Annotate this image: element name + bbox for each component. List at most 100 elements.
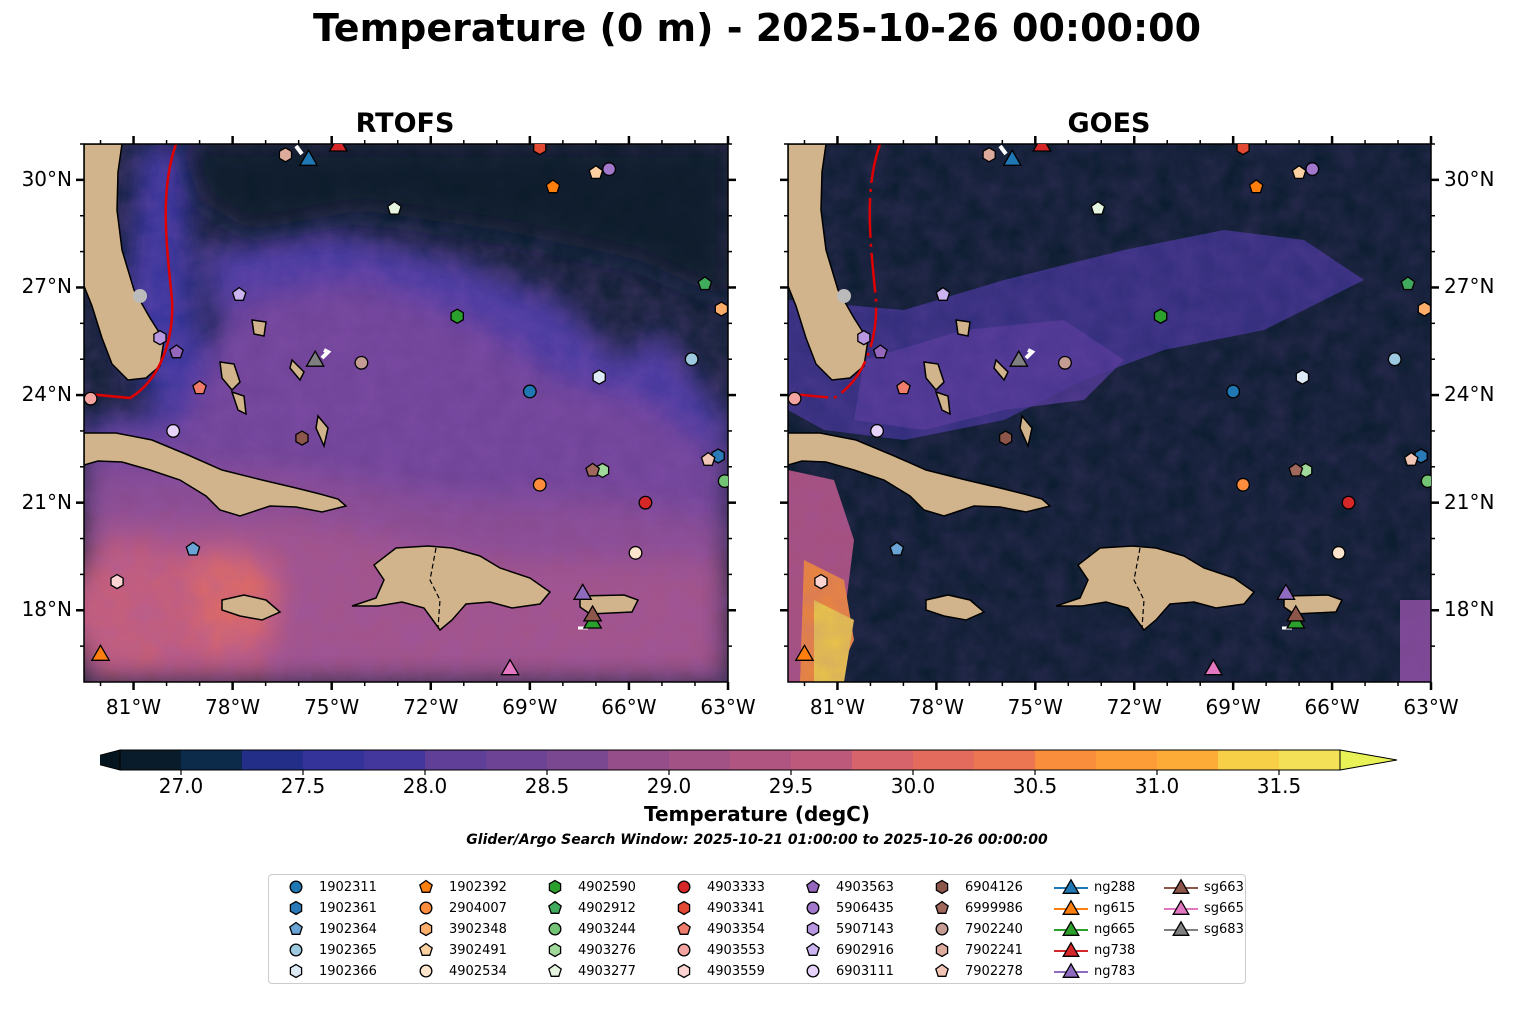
tick-label: 21°N [1444, 489, 1495, 514]
legend-label: 6902916 [836, 942, 894, 958]
legend-swatch [935, 963, 949, 977]
legend-marker [935, 879, 949, 895]
legend-marker [548, 922, 562, 936]
colorbar-tick-label: 27.0 [158, 774, 204, 798]
legend-item-sg665: sg665 [1164, 898, 1244, 918]
marker-4903559 [814, 573, 828, 590]
red-contour-rtofs [87, 144, 178, 400]
marker-1902392 [1248, 179, 1264, 194]
marker-ng288 [1002, 148, 1023, 166]
legend-marker [548, 942, 562, 958]
legend-label: 4903277 [578, 963, 636, 979]
red-contour-goes [791, 144, 882, 400]
legend-item-4903553: 4903553 [667, 940, 765, 960]
tick-label: 72°W [1106, 695, 1162, 719]
legend-swatch [806, 942, 820, 956]
marker-6904126 [295, 430, 309, 446]
legend-swatch [1054, 878, 1088, 894]
marker-sg665 [1203, 658, 1224, 676]
legend-marker [1062, 920, 1080, 936]
legend-marker [1172, 920, 1190, 936]
legend-item-4903333: 4903333 [667, 877, 765, 897]
legend-label: 1902364 [319, 921, 377, 937]
legend-label: 1902365 [319, 942, 377, 958]
legend-swatch [419, 964, 433, 978]
legend-label: ng665 [1094, 921, 1136, 937]
colorbar-bin [120, 750, 182, 770]
marker-5906435 [602, 162, 617, 177]
legend-label: 4903553 [707, 942, 765, 958]
colorbar-tick-label: 29.5 [768, 774, 814, 798]
legend-item-4903341: 4903341 [667, 898, 765, 918]
legend-item-1902366: 1902366 [279, 961, 377, 981]
map-panel-rtofs [84, 144, 728, 682]
legend-label: 4903333 [707, 879, 765, 895]
tick-label: 81°W [105, 695, 162, 719]
legend-swatch [548, 963, 562, 977]
legend-swatch [935, 879, 949, 895]
legend-marker [806, 942, 820, 956]
legend-marker [677, 900, 691, 916]
search-window-text: Glider/Argo Search Window: 2025-10-21 01… [466, 832, 1048, 848]
marker-2904007 [532, 477, 547, 492]
legend-swatch [806, 964, 820, 978]
legend-swatch [1054, 941, 1088, 957]
colorbar-tick-label: 30.5 [1012, 774, 1058, 798]
legend-marker [1172, 878, 1190, 894]
marker-4903244 [717, 474, 728, 489]
legend-swatch [806, 921, 820, 937]
tick-label: 69°W [1205, 695, 1261, 719]
colorbar-tick-label: 28.0 [402, 774, 448, 798]
legend-item-4903354: 4903354 [667, 919, 765, 939]
marker-1902361 [1414, 448, 1428, 464]
legend-marker [419, 921, 433, 937]
marker-ng615 [794, 643, 815, 661]
legend-label: 4903341 [707, 900, 765, 916]
colorbar-bin [486, 750, 548, 770]
legend-label: 7902240 [965, 921, 1023, 937]
legend-item-4902590: 4902590 [538, 877, 636, 897]
marker-ng288 [298, 148, 319, 166]
legend-label: 2904007 [449, 900, 507, 916]
marker-ng615 [90, 643, 111, 661]
tick-label: 21°N [21, 489, 72, 514]
legend-label: 4903563 [836, 879, 894, 895]
marker-4902590 [1153, 308, 1168, 324]
marker-sg663 [582, 604, 603, 622]
legend-item-1902361: 1902361 [279, 898, 377, 918]
legend-label: 4902590 [578, 879, 636, 895]
marker-3902491 [588, 164, 604, 180]
legend-item-ng615: ng615 [1054, 898, 1135, 918]
marker-6902916 [935, 286, 951, 301]
legend-label: 6904126 [965, 879, 1023, 895]
legend-label: 5906435 [836, 900, 894, 916]
marker-4903553 [788, 391, 802, 406]
legend-swatch [548, 942, 562, 958]
legend-marker [677, 880, 691, 894]
legend-swatch [419, 921, 433, 937]
legend-label: 4903559 [707, 963, 765, 979]
marker-6902916 [231, 286, 247, 301]
legend-swatch [548, 922, 562, 936]
colorbar-bin [1218, 750, 1280, 770]
legend-marker [806, 921, 820, 937]
marker-4903559 [110, 573, 124, 590]
tick-label: 75°W [304, 695, 360, 719]
legend-label: ng288 [1094, 879, 1136, 895]
legend-label: 4903276 [578, 942, 636, 958]
tick-label: 18°N [1444, 597, 1495, 622]
marker-4903341 [533, 144, 547, 156]
marker-5907143 [857, 329, 871, 346]
legend-marker [806, 901, 820, 915]
marker-3902491 [1291, 164, 1307, 180]
marker-4903563 [872, 344, 888, 359]
legend-swatch [419, 879, 433, 893]
legend-marker [806, 879, 820, 893]
marker-4903333 [1341, 495, 1356, 510]
legend-marker [1062, 878, 1080, 894]
legend-marker [806, 964, 820, 978]
colorbar-tick-label: 31.0 [1134, 774, 1180, 798]
colorbar-bin [1035, 750, 1097, 770]
marker-6903111 [166, 423, 181, 438]
colorbar-tick-label: 28.5 [524, 774, 570, 798]
